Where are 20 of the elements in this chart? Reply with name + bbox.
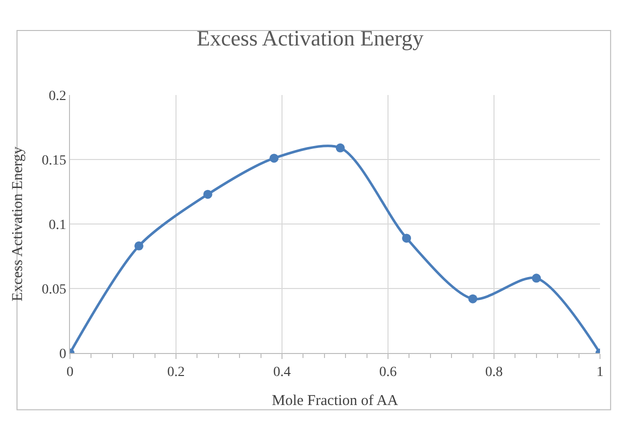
y-axis-title: Excess Activation Energy [10, 146, 26, 302]
point [336, 143, 345, 152]
point [402, 234, 412, 243]
x-axis-title: Mole Fraction of AA [272, 392, 398, 409]
y-tick-label: 0.2 [48, 88, 66, 104]
point [134, 241, 144, 250]
y-tick-label: 0.1 [48, 218, 66, 233]
x-tick-label: 0.2 [167, 364, 185, 380]
x-tick-label: 0.6 [379, 364, 397, 380]
chart-title: Excess Activation Energy [196, 25, 424, 50]
point [532, 274, 541, 283]
y-tick-label: 0.05 [42, 282, 66, 298]
point [270, 154, 279, 163]
x-tick-label: 1 [596, 364, 604, 380]
x-tick-label: 0.8 [485, 364, 503, 380]
y-tick-label: 0.15 [42, 153, 66, 168]
y-tick-label: 0 [59, 346, 66, 362]
x-tick-label: 0.4 [273, 364, 291, 380]
point [203, 190, 212, 199]
point [468, 294, 478, 304]
